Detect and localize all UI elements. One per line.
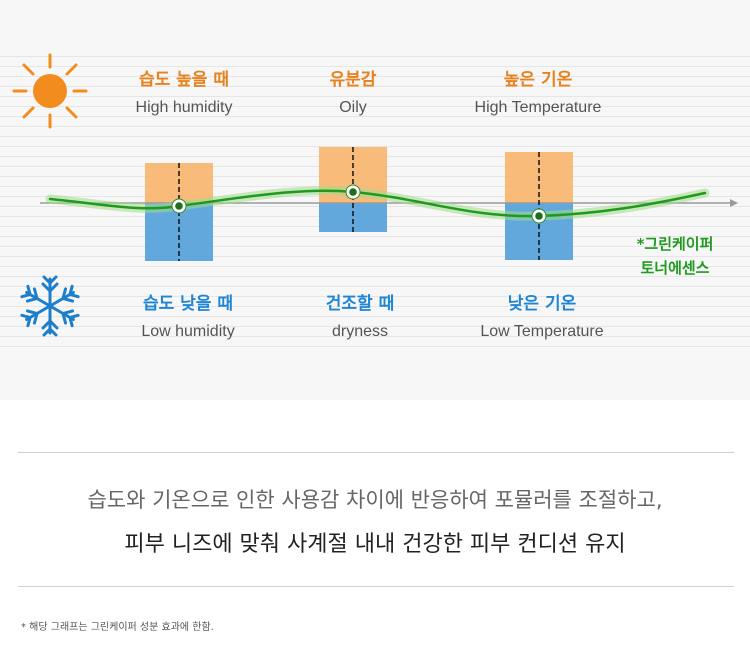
product-label-line1: *그린케이퍼 (636, 235, 714, 253)
humidity-temperature-diagram (12, 53, 738, 337)
product-label-line2: 토너에센스 (640, 259, 710, 277)
label-low-temperature-ko: 낮은 기온 (507, 294, 577, 314)
label-oily: 유분감 Oily (253, 70, 453, 118)
label-low-temperature: 낮은 기온 Low Temperature (442, 294, 642, 342)
snowflake-icon (19, 275, 81, 337)
description-line2: 피부 니즈에 맞춰 사계절 내내 건강한 피부 컨디션 유지 (124, 532, 626, 557)
label-dryness: 건조할 때 dryness (260, 294, 460, 342)
label-oily-en: Oily (339, 99, 367, 116)
label-high-temperature-ko: 높은 기온 (503, 70, 573, 90)
label-high-humidity-en: High humidity (135, 99, 233, 116)
label-high-humidity: 습도 높을 때 High humidity (84, 70, 284, 118)
diagram-panel: 습도 높을 때 High humidity 유분감 Oily 높은 기온 Hig… (0, 53, 750, 356)
sun-icon (12, 53, 88, 129)
footnote: * 해당 그래프는 그린케이퍼 성분 효과에 한함. (21, 622, 214, 633)
axis-arrow (730, 199, 738, 207)
label-high-temperature: 높은 기온 High Temperature (438, 70, 638, 118)
label-low-humidity: 습도 낮을 때 Low humidity (88, 294, 288, 342)
label-dryness-en: dryness (331, 323, 389, 340)
divider-bottom (18, 586, 734, 587)
product-label: *그린케이퍼 토너에센스 (610, 232, 740, 280)
label-dryness-ko: 건조할 때 (325, 294, 395, 314)
description-line1: 습도와 기온으로 인한 사용감 차이에 반응하여 포뮬러를 조절하고, (87, 488, 663, 512)
label-low-humidity-en: Low humidity (141, 323, 235, 340)
label-high-humidity-ko: 습도 높을 때 (138, 70, 230, 90)
label-oily-ko: 유분감 (329, 70, 377, 90)
label-low-temperature-en: Low Temperature (480, 323, 604, 340)
label-high-temperature-en: High Temperature (474, 99, 602, 116)
divider-top (18, 452, 734, 453)
label-low-humidity-ko: 습도 낮을 때 (142, 294, 234, 314)
